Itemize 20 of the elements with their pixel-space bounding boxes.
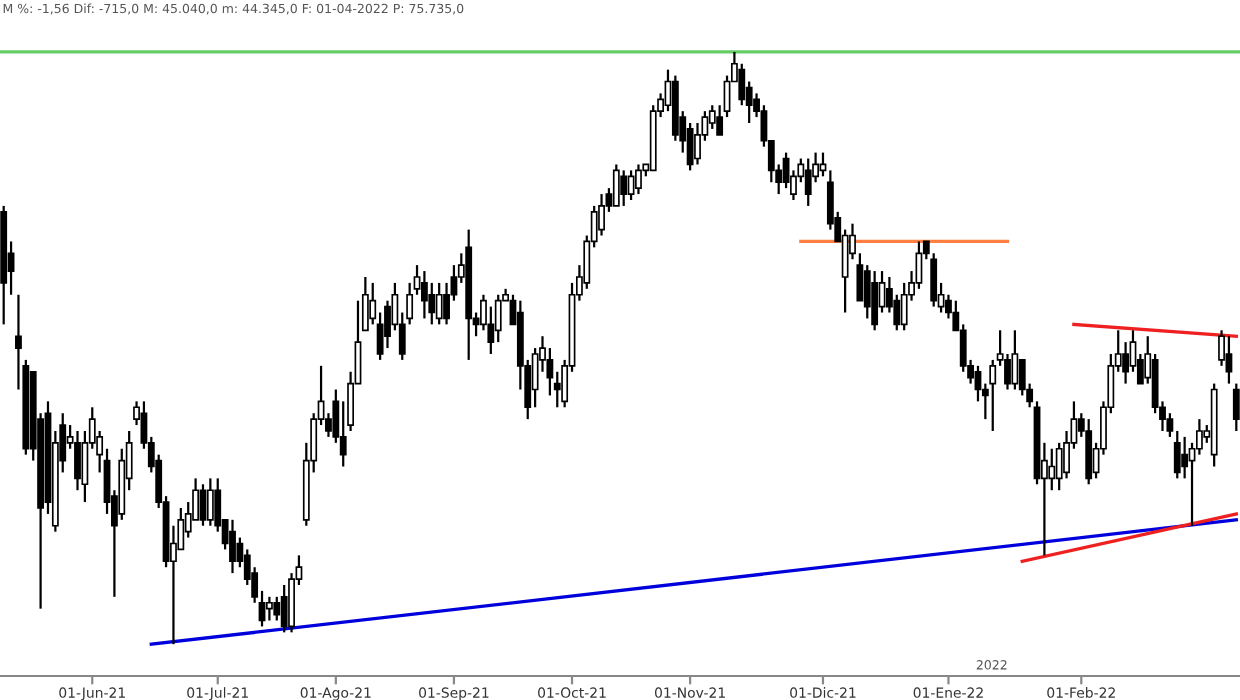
candlestick	[1232, 382, 1240, 433]
candlestick	[1085, 418, 1093, 486]
candlestick	[273, 595, 281, 622]
candlestick	[280, 583, 288, 634]
candlestick	[1225, 335, 1233, 385]
candlestick	[420, 269, 428, 320]
candlestick	[206, 477, 214, 527]
candlestick	[199, 483, 207, 527]
candlestick	[620, 169, 628, 208]
candlestick	[627, 169, 635, 202]
candlestick	[1048, 447, 1056, 492]
candlestick	[635, 163, 642, 196]
candlestick	[229, 518, 236, 575]
candlestick	[74, 429, 81, 492]
candlestick	[1011, 329, 1019, 391]
candlestick	[804, 157, 812, 208]
candlestick	[871, 269, 879, 332]
candlestick	[612, 163, 620, 208]
candlestick	[435, 281, 443, 326]
candlestick	[265, 595, 273, 622]
